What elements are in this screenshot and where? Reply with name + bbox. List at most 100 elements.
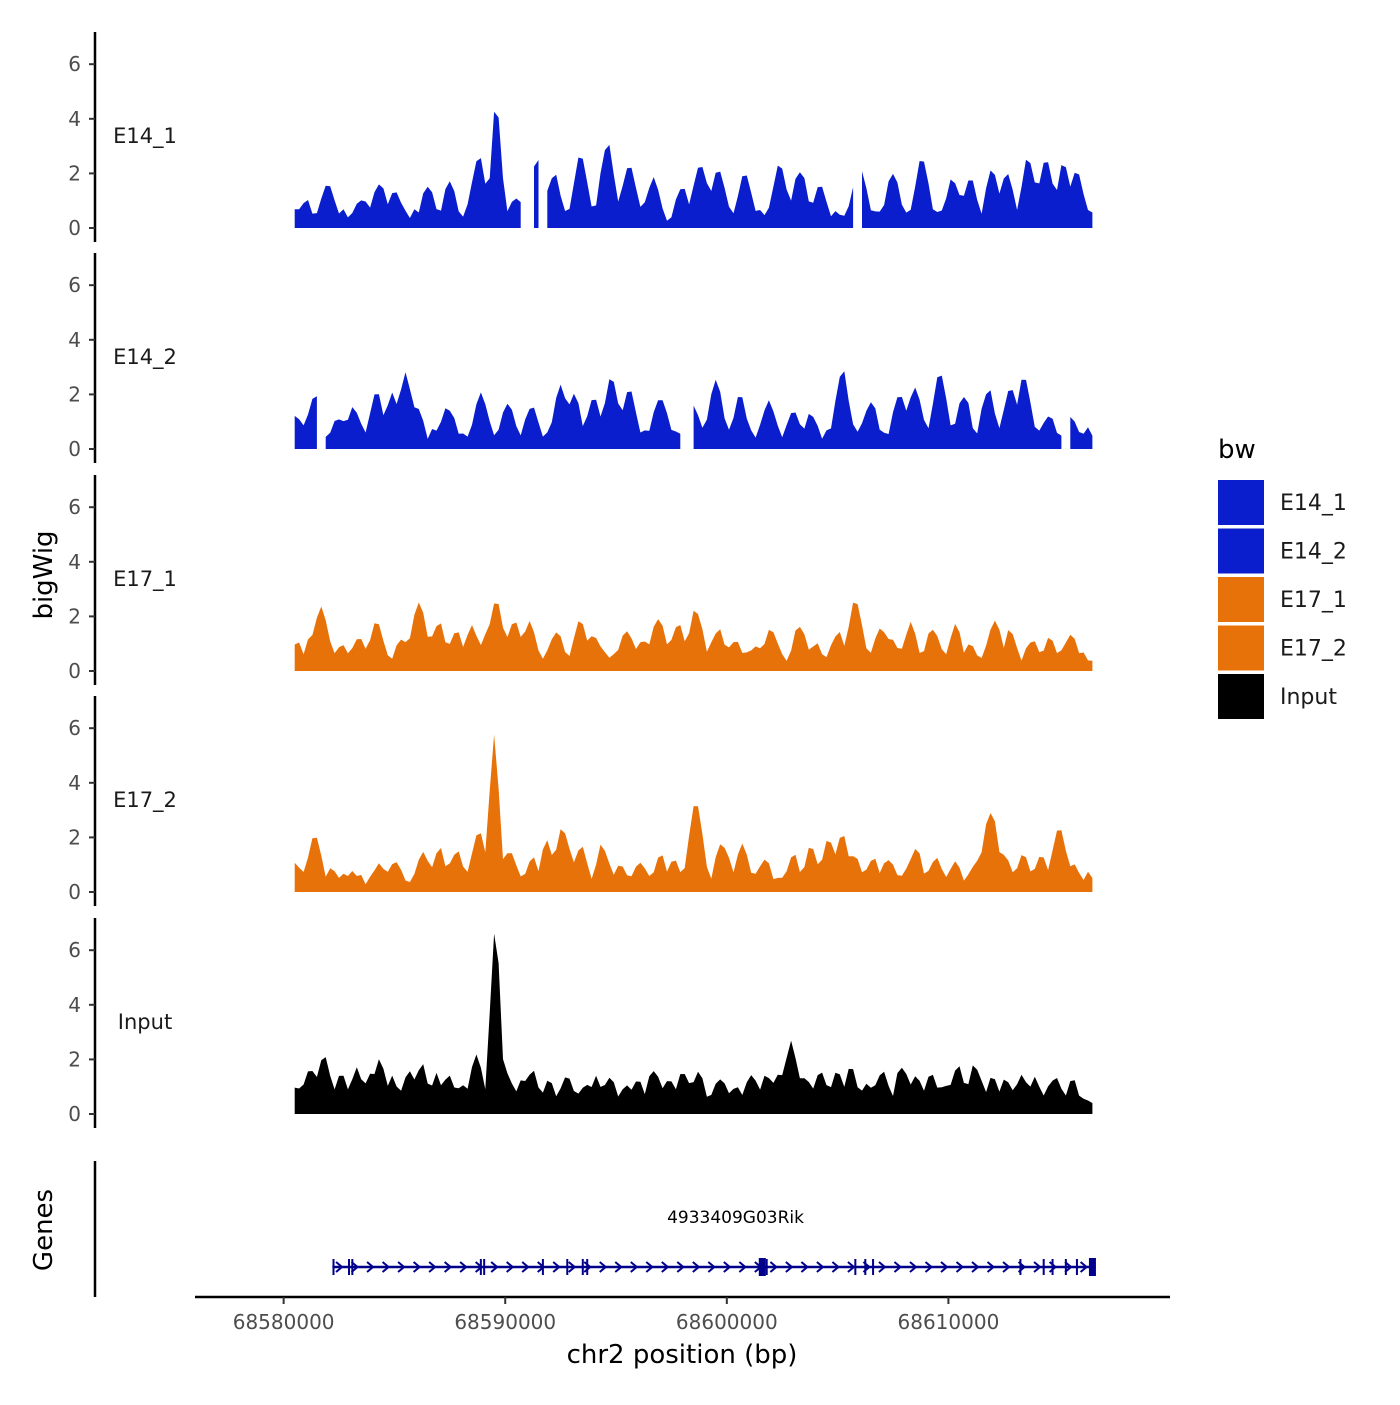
y-tick-label-E17_2-2: 2 [68, 825, 81, 849]
gene-exon [864, 1259, 867, 1275]
gene-exon [541, 1259, 544, 1275]
y-tick-label-Input-2: 2 [68, 1047, 81, 1071]
gene-strand-chevron [661, 1261, 670, 1273]
gene-exon [566, 1259, 569, 1275]
gene-strand-chevron [676, 1261, 685, 1273]
gene-strand-chevron [785, 1261, 794, 1273]
y-axis-title: bigWig [29, 530, 59, 619]
gene-strand-chevron [878, 1261, 887, 1273]
gene-strand-chevron [831, 1261, 840, 1273]
track-Input: 0 2 4 6 Input [68, 918, 1093, 1128]
gene-strand-chevron [986, 1261, 996, 1273]
track-label-E17_1: E17_1 [113, 567, 177, 592]
y-tick-label-E17_1-0: 0 [68, 659, 81, 683]
gene-strand-chevron [397, 1261, 406, 1273]
x-axis-title: chr2 position (bp) [567, 1340, 798, 1370]
legend-label-E14_2: E14_2 [1280, 540, 1347, 565]
genes-axis-title: Genes [29, 1189, 59, 1271]
x-axis: 68580000 68590000 68600000 68610000 [195, 1295, 1170, 1334]
signal-area-E17_1 [294, 602, 1093, 671]
gene-strand-chevron [521, 1261, 530, 1273]
gene-strand-chevron [412, 1261, 422, 1273]
legend-swatch-E17_1 [1218, 577, 1264, 622]
gene-exon [854, 1259, 857, 1275]
gene-strand-chevron [1064, 1261, 1073, 1273]
gene-exon [581, 1259, 584, 1275]
gene-strand-chevron [909, 1261, 918, 1273]
legend: bw E14_1 E14_2 E17_1 E17_2 Input [1218, 435, 1347, 719]
y-tick-label-E17_1-4: 4 [68, 550, 81, 574]
gene-strand-chevron [1002, 1261, 1011, 1273]
gene-exon [1019, 1259, 1022, 1275]
gene-strand-chevron [506, 1261, 515, 1273]
legend-title: bw [1218, 435, 1256, 465]
gene-strand-chevron [428, 1261, 437, 1273]
gene-strand-chevron [769, 1261, 778, 1273]
y-tick-label-Input-0: 0 [68, 1102, 81, 1126]
gene-exon [1042, 1259, 1045, 1275]
legend-label-E17_1: E17_1 [1280, 588, 1347, 613]
gene-strand-chevron [381, 1261, 391, 1273]
track-E17_2: 0 2 4 6 E17_2 [68, 696, 1093, 906]
gene-panel: 4933409G03Rik [93, 1161, 1096, 1297]
gene-strand-chevron [971, 1261, 980, 1273]
y-tick-label-E14_2-0: 0 [68, 437, 81, 461]
legend-items: E14_1 E14_2 E17_1 E17_2 Input [1218, 480, 1347, 719]
y-tick-label-E17_2-0: 0 [68, 880, 81, 904]
y-tick-label-E14_1-4: 4 [68, 107, 81, 131]
y-tick-label-Input-4: 4 [68, 993, 81, 1017]
gene-strand-chevron [350, 1261, 360, 1273]
y-tick-label-Input-6: 6 [68, 938, 81, 962]
legend-label-E14_1: E14_1 [1280, 491, 1347, 516]
gene-strand-chevron [924, 1261, 934, 1273]
legend-swatch-E14_1 [1218, 480, 1264, 525]
legend-swatch-E14_2 [1218, 528, 1264, 574]
gene-strand-chevron [692, 1261, 701, 1273]
gene-exon [1088, 1258, 1096, 1276]
gene-exon [765, 1259, 768, 1275]
gene-strand-chevron [955, 1261, 965, 1273]
track-label-E14_2: E14_2 [113, 345, 177, 370]
gene-strand-chevron [552, 1261, 561, 1273]
gene-exon [479, 1259, 482, 1275]
gene-strand-chevron [630, 1261, 639, 1273]
gene-strand-chevron [614, 1261, 623, 1273]
gene-strand-chevron [800, 1261, 809, 1273]
signal-area-E14_2 [294, 371, 1093, 449]
gene-strand-chevron [816, 1261, 825, 1273]
gene-exon [348, 1259, 351, 1275]
y-tick-label-E14_2-2: 2 [68, 382, 81, 406]
legend-swatch-Input [1218, 674, 1264, 719]
track-label-E17_2: E17_2 [113, 788, 177, 813]
gene-strand-chevron [459, 1261, 468, 1273]
gene-strand-chevron [335, 1261, 344, 1273]
y-tick-label-E17_1-2: 2 [68, 604, 81, 628]
gene-strand-chevron [599, 1261, 608, 1273]
gene-exon [332, 1259, 335, 1275]
legend-label-Input: Input [1280, 685, 1337, 710]
gene-name-label: 4933409G03Rik [667, 1208, 804, 1228]
gene-exon [758, 1258, 766, 1276]
y-tick-label-E14_1-0: 0 [68, 216, 81, 240]
y-tick-label-E14_2-4: 4 [68, 328, 81, 352]
track-E17_1: 0 2 4 6 E17_1 [68, 475, 1093, 685]
gene-strand-chevron [707, 1261, 716, 1273]
y-tick-label-E14_1-2: 2 [68, 161, 81, 185]
x-tick-label-68600000: 68600000 [676, 1310, 778, 1334]
gene-strand-chevron [738, 1261, 747, 1273]
track-E14_1: 0 2 4 6 E14_1 [68, 32, 1093, 242]
y-tick-label-E17_1-6: 6 [68, 495, 81, 519]
track-label-E14_1: E14_1 [113, 124, 177, 149]
y-tick-label-E17_2-6: 6 [68, 716, 81, 740]
legend-swatch-E17_2 [1218, 625, 1264, 671]
gene-exon [872, 1259, 875, 1275]
gene-exon [351, 1259, 354, 1275]
gene-strand-chevron [490, 1261, 499, 1273]
gene-strand-chevron [940, 1261, 949, 1273]
y-tick-label-E14_2-6: 6 [68, 273, 81, 297]
signal-area-E17_2 [294, 734, 1093, 892]
gene-strand-chevron [645, 1261, 654, 1273]
gene-strand-chevron [847, 1261, 856, 1273]
